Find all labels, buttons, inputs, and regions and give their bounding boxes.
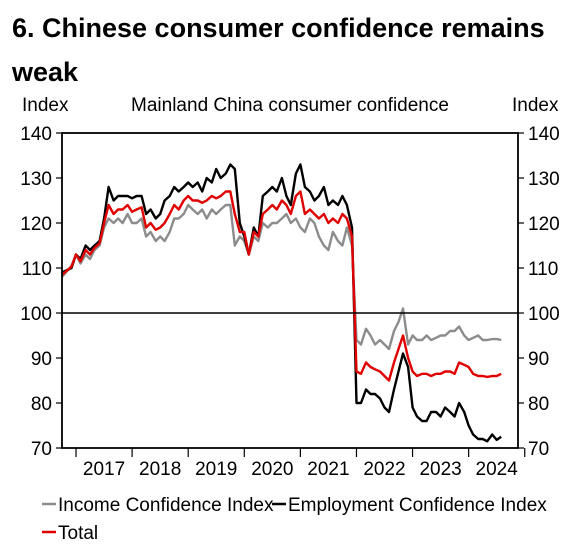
legend-label-employment: Employment Confidence Index: [288, 495, 547, 516]
left-axis-label: Index: [22, 95, 69, 116]
y-tick-label-left-70: 70: [31, 439, 52, 460]
right-y-axis-ticks: 70 80 90 100 110 120 130 140: [518, 124, 560, 460]
y-tick-label-right-80: 80: [528, 394, 549, 415]
y-tick-label-right-110: 110: [528, 259, 558, 280]
x-tick-label-2020: 2020: [251, 459, 293, 480]
x-tick-label-2021: 2021: [307, 459, 349, 480]
series-line-total: [61, 190, 502, 382]
chart-title: Mainland China consumer confidence: [131, 95, 449, 116]
page-title: 6. Chinese consumer confidence remains w…: [12, 13, 545, 87]
x-tick-label-2022: 2022: [363, 459, 405, 480]
y-tick-label-right-70: 70: [528, 439, 549, 460]
y-tick-label-right-120: 120: [528, 214, 560, 235]
y-tick-label-left-80: 80: [31, 394, 52, 415]
y-tick-label-left-110: 110: [22, 259, 52, 280]
y-tick-label-left-100: 100: [20, 304, 52, 325]
legend-label-income: Income Confidence Index: [58, 495, 274, 516]
x-tick-label-2018: 2018: [139, 459, 181, 480]
plot-border: [61, 132, 519, 449]
series-line-income-confidence-index: [61, 203, 502, 351]
series-lines: [61, 163, 502, 443]
y-tick-label-left-90: 90: [31, 349, 52, 370]
x-tick-label-2023: 2023: [419, 459, 461, 480]
plot-frame: [61, 132, 519, 449]
y-tick-label-left-120: 120: [20, 214, 52, 235]
y-tick-label-left-130: 130: [20, 169, 52, 190]
legend: Income Confidence Index Employment Confi…: [42, 495, 547, 544]
x-tick-label-2017: 2017: [83, 459, 125, 480]
y-tick-label-right-130: 130: [528, 169, 560, 190]
x-tick-label-2024: 2024: [476, 459, 519, 480]
x-axis-ticks: 2017 2018 2019 2020 2021 2022 2023 2024: [75, 448, 526, 480]
y-tick-label-right-90: 90: [528, 349, 549, 370]
right-axis-label: Index: [512, 95, 559, 116]
y-tick-label-left-140: 140: [20, 124, 52, 145]
y-tick-label-right-100: 100: [528, 304, 560, 325]
legend-label-total: Total: [58, 523, 98, 544]
y-tick-label-right-140: 140: [528, 124, 560, 145]
series-line-employment-confidence-index: [61, 163, 502, 443]
x-tick-label-2019: 2019: [195, 459, 237, 480]
left-y-axis-ticks: 70 80 90 100 110 120 130 140: [20, 124, 62, 460]
